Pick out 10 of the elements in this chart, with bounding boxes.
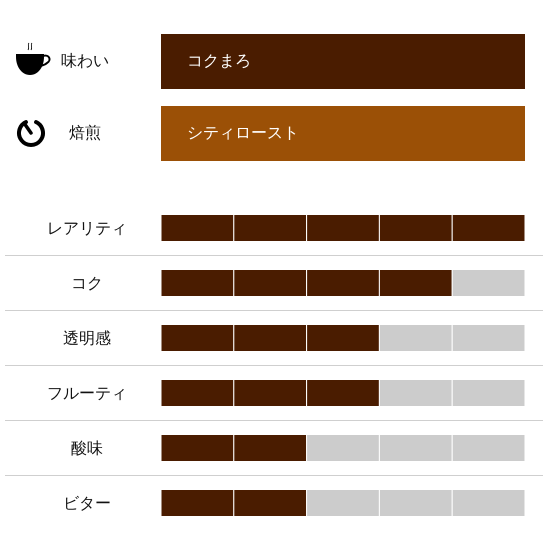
y-tick-label: コク [71,274,103,292]
category-label: 味わい [61,51,109,72]
y-tick-label: 透明感 [63,328,111,348]
category-label: 焙煎 [69,123,101,144]
text: シティロースト [187,123,299,144]
y-tick-label: ビター [63,494,111,512]
y-tick-label: 酸味 [71,438,103,458]
text: コクまろ [187,51,251,72]
y-tick-label: レアリティ [47,218,127,238]
y-tick-label: フルーティ [47,384,127,402]
